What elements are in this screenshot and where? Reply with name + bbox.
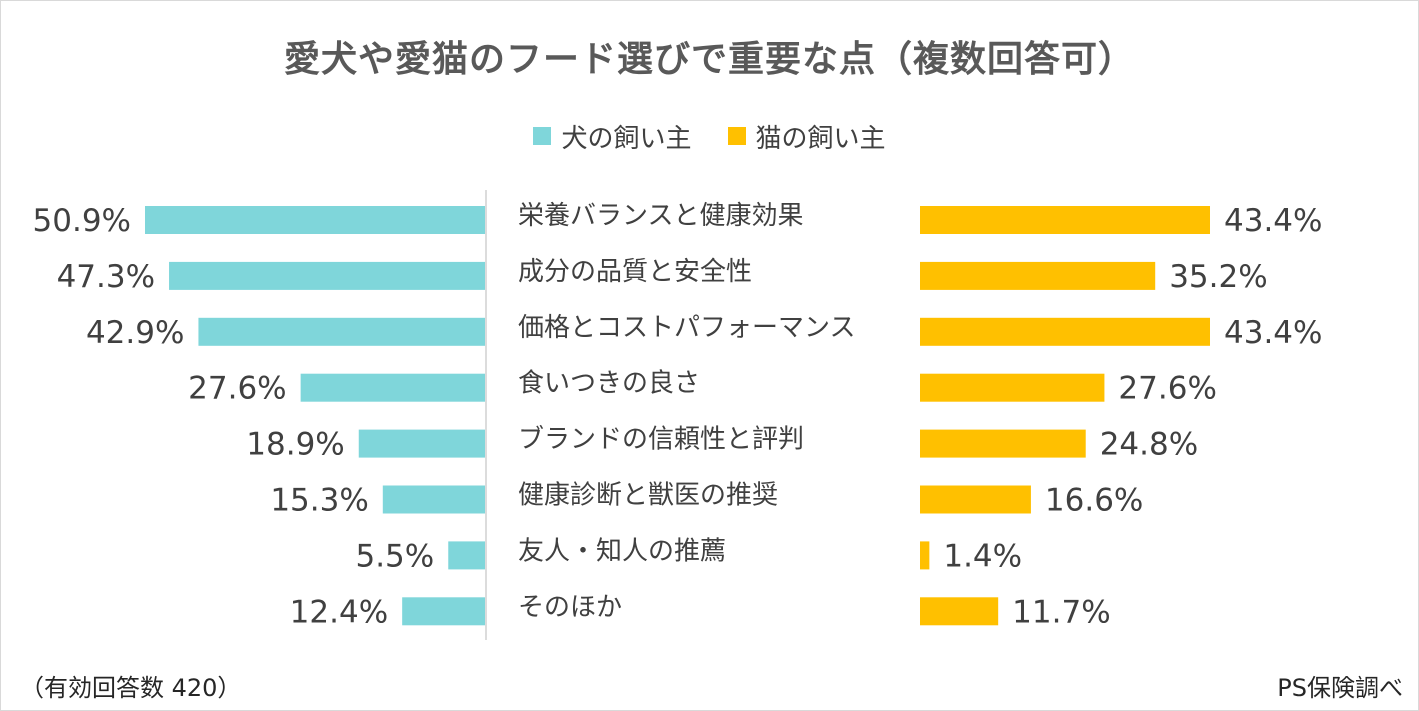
cat-bar-row-1 [920,206,1210,234]
dog-value-label-row-2: 47.3% [57,259,155,295]
cat-bar-row-3 [920,317,1210,346]
cat-bar-row-2 [920,261,1156,290]
cat-bar-row-5 [920,429,1086,458]
category-label-row-8: そのほか [518,592,622,622]
dog-bar-row-3 [198,317,485,346]
legend-label-dog: 犬の飼い主 [561,123,692,154]
legend-swatch-dog [533,127,552,145]
footnote-source: PS保険調べ [1277,674,1403,702]
cat-value-label-row-6: 16.6% [1045,483,1143,519]
cat-bar-row-4 [920,373,1105,402]
dog-value-label-row-5: 18.9% [246,427,344,463]
cat-bar-row-6 [920,485,1031,514]
category-label-row-7: 友人・知人の推薦 [518,536,726,566]
cat-value-label-row-1: 43.4% [1224,203,1322,239]
dog-bar-row-2 [169,261,485,290]
cat-value-label-row-5: 24.8% [1100,427,1198,463]
dog-value-label-row-3: 42.9% [86,315,184,351]
dog-bar-row-7 [448,541,485,570]
chart-title: 愛犬や愛猫のフード選びで重要な点（複数回答可） [283,39,1135,80]
dog-value-label-row-1: 50.9% [33,203,131,239]
dog-value-label-row-7: 5.5% [355,538,434,574]
cat-bar-row-8 [920,597,999,626]
category-label-row-1: 栄養バランスと健康効果 [518,201,803,231]
cat-value-label-row-7: 1.4% [943,538,1022,574]
cat-bar-row-7 [920,541,930,570]
dog-bar-row-6 [382,485,485,514]
cat-value-label-row-3: 43.4% [1224,315,1322,351]
dog-value-label-row-6: 15.3% [270,483,368,519]
cat-value-label-row-4: 27.6% [1118,371,1216,407]
category-label-row-4: 食いつきの良さ [518,369,700,399]
legend: 犬の飼い主 猫の飼い主 [0,118,1419,154]
legend-swatch-cat [727,127,746,145]
dog-bar-row-4 [300,373,485,402]
dog-value-label-row-4: 27.6% [188,371,286,407]
legend-label-cat: 猫の飼い主 [755,123,886,154]
cat-value-label-row-2: 35.2% [1169,259,1267,295]
legend-item-cat: 猫の飼い主 [727,118,886,155]
dog-bar-row-5 [358,429,485,458]
dog-value-label-row-8: 12.4% [290,594,388,630]
cat-value-label-row-8: 11.7% [1012,594,1110,630]
category-label-row-5: ブランドの信頼性と評判 [518,425,804,455]
category-label-row-2: 成分の品質と安全性 [518,257,752,287]
category-label-row-3: 価格とコストパフォーマンス [518,313,855,343]
dog-bar-row-1 [145,206,485,234]
category-label-row-6: 健康診断と獣医の推奨 [518,481,778,511]
legend-item-dog: 犬の飼い主 [533,118,692,155]
footnote-sample-size: （有効回答数 420） [20,674,242,702]
dog-bar-row-8 [402,597,485,626]
